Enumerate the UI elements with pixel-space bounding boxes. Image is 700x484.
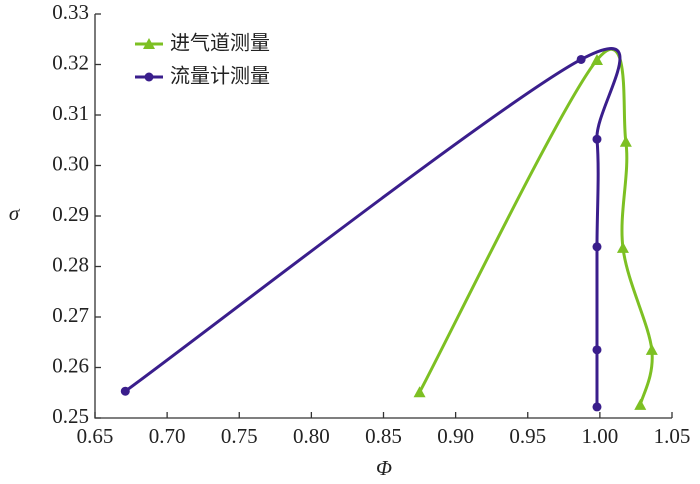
marker: [576, 54, 586, 64]
y-tick-label: 0.27: [52, 303, 89, 327]
x-tick-label: 0.75: [221, 424, 258, 448]
legend-label: 流量计测量: [170, 64, 270, 88]
marker: [144, 72, 154, 82]
x-tick-label: 0.90: [437, 424, 474, 448]
marker: [619, 135, 632, 147]
legend-label: 进气道测量: [170, 31, 270, 55]
y-tick-label: 0.31: [52, 101, 89, 125]
marker: [590, 53, 603, 65]
y-tick-label: 0.30: [52, 151, 89, 175]
x-tick-label: 0.85: [365, 424, 402, 448]
series-line: [418, 48, 654, 406]
marker: [592, 345, 602, 355]
x-tick-label: 0.70: [149, 424, 186, 448]
marker: [592, 134, 602, 144]
y-tick-label: 0.28: [52, 252, 89, 276]
marker: [616, 241, 629, 253]
x-tick-label: 0.65: [77, 424, 114, 448]
marker: [634, 398, 647, 410]
y-tick-label: 0.26: [52, 353, 89, 377]
y-tick-label: 0.29: [52, 202, 89, 226]
marker: [413, 386, 426, 398]
marker: [645, 343, 658, 355]
marker: [592, 242, 602, 252]
series-line: [124, 47, 622, 407]
x-tick-label: 0.80: [293, 424, 330, 448]
y-tick-label: 0.33: [52, 0, 89, 24]
marker: [120, 386, 130, 396]
x-tick-label: 1.05: [654, 424, 691, 448]
marker: [592, 402, 602, 412]
y-tick-label: 0.25: [52, 404, 89, 428]
x-tick-label: 0.95: [509, 424, 546, 448]
y-tick-label: 0.32: [52, 50, 89, 74]
y-axis-label: σ: [9, 201, 21, 225]
marker: [143, 38, 155, 49]
x-axis-label: Φ: [376, 456, 392, 480]
x-tick-label: 1.00: [582, 424, 619, 448]
